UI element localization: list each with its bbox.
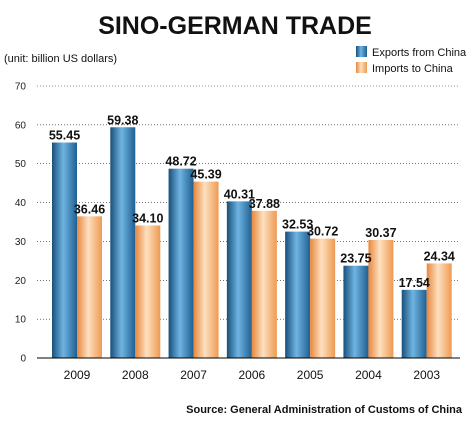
legend: Exports from China Imports to China	[356, 46, 467, 75]
bar-imports	[368, 239, 394, 358]
data-label-exports: 40.31	[224, 187, 255, 201]
bar-imports	[310, 238, 336, 358]
data-label-exports: 55.45	[49, 129, 80, 143]
data-labels: 55.45 36.46 59.38 34.10 48.7245.3940.3137.88…	[49, 113, 455, 290]
y-tick-label: 20	[15, 276, 27, 287]
chart-title: SINO-GERMAN TRADE	[98, 12, 372, 40]
x-tick-label: 2008	[122, 368, 149, 382]
bar-exports	[110, 127, 136, 358]
y-tick-label: 50	[15, 159, 27, 170]
bars	[52, 127, 452, 358]
data-label-exports: 48.72	[165, 155, 196, 169]
bar-exports	[285, 231, 311, 358]
x-tick-label: 2004	[355, 368, 382, 382]
y-tick-label: 60	[15, 120, 27, 131]
bar-imports	[135, 225, 161, 358]
data-label-imports: 45.39	[190, 168, 221, 182]
legend-label-exports: Exports from China	[372, 47, 467, 59]
data-label-imports: 24.34	[424, 249, 455, 263]
data-label-imports: 34.10	[132, 211, 163, 225]
data-label-imports: 36.46	[74, 202, 105, 216]
data-label-imports: 37.88	[249, 197, 280, 211]
bar-imports	[193, 181, 219, 358]
bar-exports	[226, 201, 252, 358]
y-tick-label: 30	[15, 237, 27, 248]
x-tick-label: 2007	[180, 368, 207, 382]
x-tick-label: 2005	[297, 368, 324, 382]
bar-exports	[168, 168, 194, 358]
data-label-exports: 23.75	[340, 252, 371, 266]
bar-imports	[426, 263, 452, 358]
data-label-exports: 17.54	[399, 276, 430, 290]
y-tick-label: 40	[15, 198, 27, 209]
data-label-imports: 30.72	[307, 225, 338, 239]
y-tick-label: 70	[15, 82, 27, 93]
data-label-exports: 59.38	[107, 113, 138, 127]
bar-imports	[251, 210, 277, 358]
x-axis-ticks: 2009 2008 2007 2006 2005 2004 2003	[64, 368, 441, 382]
x-tick-label: 2006	[239, 368, 266, 382]
bar-exports	[343, 265, 369, 358]
y-axis-ticks: 0 10 20 30 40 50 60 70	[15, 82, 27, 365]
source-note: Source: General Administration of Custom…	[186, 404, 463, 416]
x-tick-label: 2003	[413, 368, 440, 382]
data-label-imports: 30.37	[365, 226, 396, 240]
legend-swatch-imports	[356, 62, 367, 73]
bar-exports	[52, 142, 77, 358]
y-tick-label: 0	[20, 354, 26, 365]
bar-imports	[77, 216, 102, 358]
bar-exports	[401, 289, 427, 358]
data-label-exports: 32.53	[282, 218, 313, 232]
x-tick-label: 2009	[64, 368, 91, 382]
y-tick-label: 10	[15, 315, 27, 326]
legend-swatch-exports	[356, 46, 367, 57]
legend-label-imports: Imports to China	[372, 63, 454, 75]
unit-note: (unit: billion US dollars)	[4, 53, 117, 65]
